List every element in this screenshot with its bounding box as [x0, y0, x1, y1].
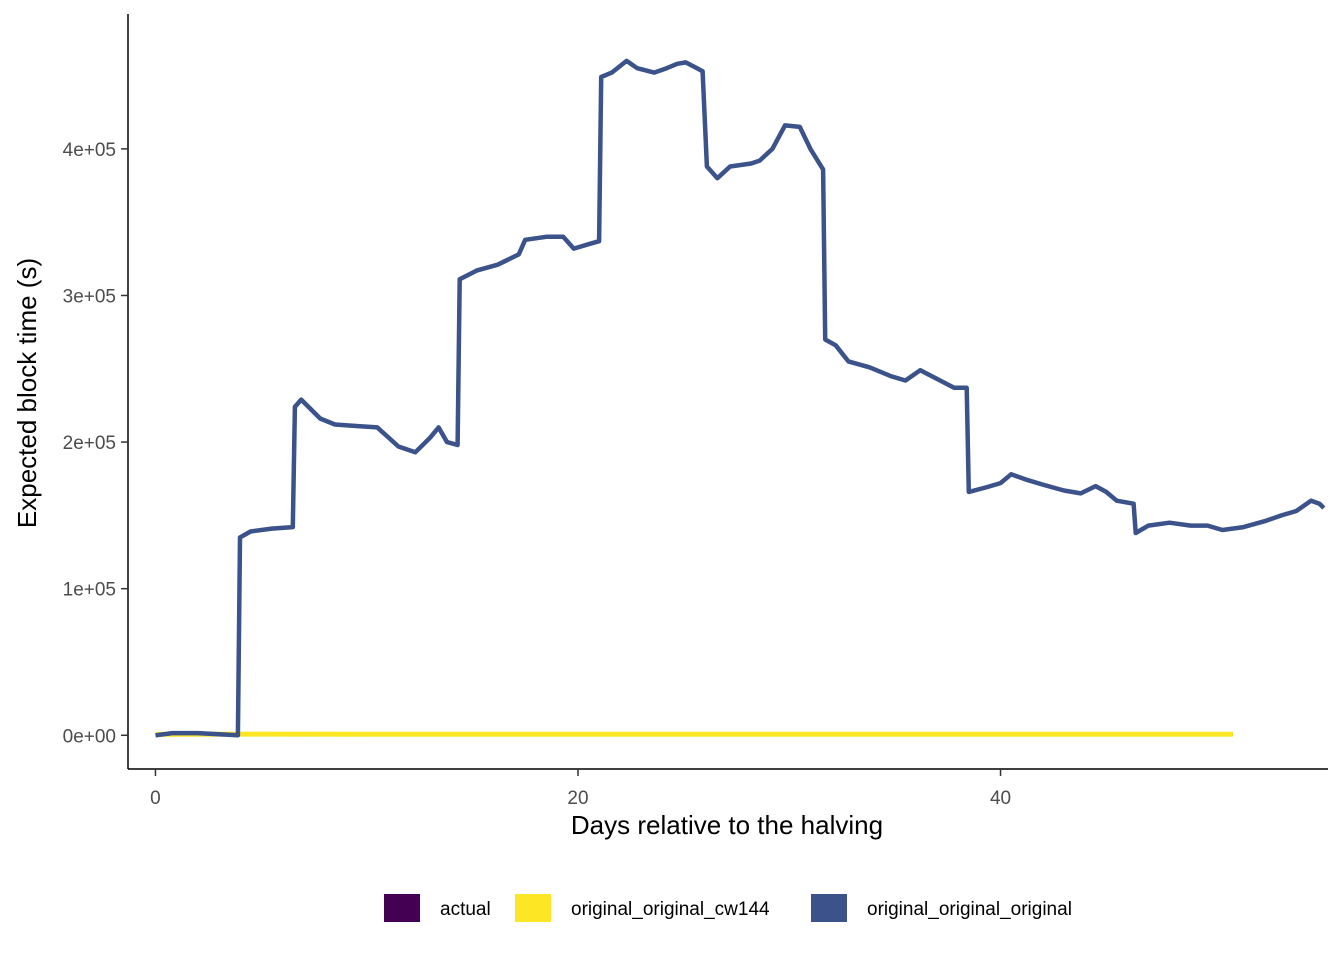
legend-label: original_original_cw144 — [571, 899, 770, 920]
x-tick-label: 0 — [150, 788, 161, 809]
legend-key — [384, 894, 420, 922]
x-axis-ticks: 0 20 40 — [150, 769, 1011, 809]
y-tick-label: 1e+05 — [63, 580, 116, 601]
x-axis-title: Days relative to the halving — [571, 810, 883, 840]
legend-key — [515, 894, 551, 922]
axes-layer — [128, 14, 1328, 769]
y-tick-label: 0e+00 — [63, 726, 116, 747]
y-tick-label: 3e+05 — [63, 286, 116, 307]
legend-label: original_original_original — [867, 899, 1072, 920]
y-axis-ticks: 0e+00 1e+05 2e+05 3e+05 4e+05 — [63, 140, 128, 747]
legend: actual original_original_cw144 original_or… — [384, 894, 1072, 922]
y-tick-label: 4e+05 — [63, 140, 116, 161]
legend-key — [811, 894, 847, 922]
x-tick-label: 40 — [990, 788, 1011, 809]
y-axis-title: Expected block time (s) — [12, 258, 42, 528]
legend-label: actual — [440, 899, 491, 920]
y-tick-label: 2e+05 — [63, 433, 116, 454]
series-layer — [156, 61, 1324, 735]
x-tick-label: 20 — [567, 788, 588, 809]
series-line-original-original-original — [156, 61, 1324, 735]
